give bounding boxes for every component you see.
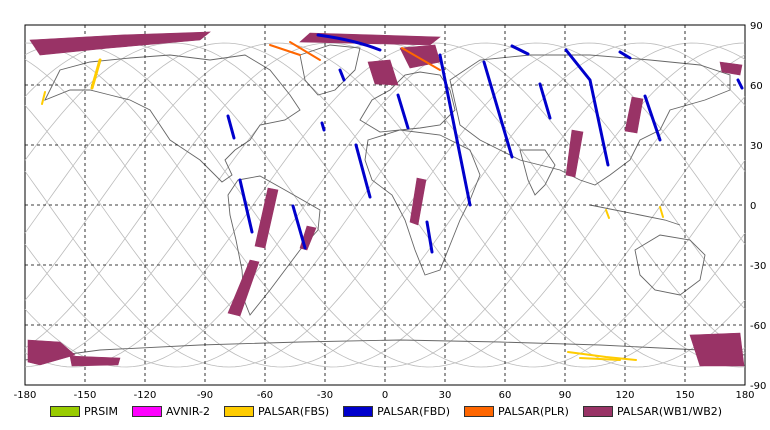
swath-track	[291, 204, 307, 250]
legend-swatch	[223, 405, 254, 417]
swath-track	[425, 220, 434, 254]
legend: PRSIM AVNIR-2 PALSAR(FBS) PALSAR(FBD) PALSAR…	[50, 402, 722, 420]
wb-swath	[367, 59, 399, 86]
wb-swath	[565, 129, 584, 178]
x-tick-label: -90	[197, 390, 213, 401]
swath-track	[401, 47, 441, 71]
x-tick-label: 120	[615, 390, 634, 401]
wb-swath	[254, 187, 279, 249]
x-tick-label: 90	[559, 390, 572, 401]
x-tick-label: 180	[735, 390, 754, 401]
swath-track	[269, 44, 301, 56]
india-outline	[519, 149, 556, 196]
swath-track	[567, 351, 637, 361]
swath-track	[659, 206, 664, 218]
wb-swath	[69, 355, 121, 367]
orbit-track	[24, 42, 746, 368]
legend-item: PALSAR(FBS)	[223, 404, 330, 418]
swath-track	[605, 209, 610, 219]
swath-track	[338, 68, 346, 82]
coverage-swaths	[27, 31, 745, 367]
x-tick-label: -180	[14, 390, 37, 401]
swath-track	[736, 78, 744, 90]
wb-swath	[29, 31, 211, 56]
legend-swatch	[343, 405, 374, 417]
swath-track	[354, 143, 372, 199]
swath-track	[618, 50, 632, 60]
south-america-outline	[227, 175, 321, 316]
wb-swath	[689, 332, 745, 367]
swath-track	[289, 41, 321, 61]
legend-item: PALSAR(PLR)	[464, 405, 569, 418]
swath-track	[564, 48, 610, 167]
north-america-outline	[44, 54, 301, 183]
x-tick-label: -60	[257, 390, 273, 401]
legend-swatch	[132, 405, 162, 417]
legend-item: PALSAR(FBD)	[343, 405, 450, 418]
legend-item: PRSIM	[50, 405, 118, 418]
swath-track	[438, 53, 472, 207]
swath-track	[579, 357, 621, 361]
swath-track	[90, 58, 102, 90]
y-tick-label: -90	[750, 381, 766, 392]
legend-swatch	[464, 405, 495, 417]
legend-label: PALSAR(PLR)	[498, 404, 569, 418]
y-tick-labels: 90 60 30 0 -30 -60 -90	[750, 21, 766, 392]
legend-label: PALSAR(FBD)	[377, 404, 451, 418]
wb-swath	[227, 259, 260, 317]
y-tick-label: 0	[750, 201, 756, 212]
swath-track	[396, 93, 410, 130]
swath-track	[510, 44, 530, 56]
x-tick-label: 150	[675, 390, 694, 401]
legend-label: PALSAR(FBS)	[257, 404, 330, 418]
legend-label: AVNIR-2	[166, 404, 210, 418]
legend-label: PRSIM	[84, 404, 118, 418]
africa-outline	[364, 129, 481, 276]
legend-swatch	[50, 405, 80, 417]
x-tick-labels: -180 -150 -120 -90 -60 -30 0 30 60 90 120 150 180	[14, 390, 755, 401]
x-tick-label: 0	[382, 390, 388, 401]
legend-item: PALSAR(WB1/WB2)	[582, 404, 723, 418]
wb-swath	[27, 339, 76, 366]
indonesia-outline	[589, 204, 681, 226]
swath-track	[238, 178, 254, 234]
x-tick-label: -30	[317, 390, 333, 401]
swath-track	[482, 60, 514, 159]
swath-track	[538, 82, 552, 120]
legend-item: AVNIR-2	[132, 405, 210, 418]
legend-swatch	[582, 405, 613, 417]
y-tick-label: -60	[750, 321, 766, 332]
swath-track	[320, 121, 326, 132]
wb-swath	[299, 32, 441, 46]
swath-track	[226, 114, 236, 140]
swath-track	[643, 94, 662, 142]
wb-swath	[409, 177, 427, 226]
x-tick-label: -150	[74, 390, 97, 401]
x-tick-label: 30	[439, 390, 452, 401]
graticule	[25, 25, 745, 385]
y-tick-label: -30	[750, 261, 766, 272]
x-tick-label: 60	[499, 390, 512, 401]
legend-label: PALSAR(WB1/WB2)	[616, 404, 723, 418]
swath-track	[316, 33, 382, 52]
antarctica-outline	[24, 339, 746, 361]
wb-swath	[719, 61, 743, 76]
swath-track	[41, 91, 46, 105]
x-tick-label: -120	[134, 390, 157, 401]
australia-outline	[634, 234, 706, 296]
wb-swath	[624, 96, 644, 134]
y-tick-label: 90	[750, 21, 763, 32]
y-tick-label: 30	[750, 141, 763, 152]
y-tick-label: 60	[750, 81, 763, 92]
